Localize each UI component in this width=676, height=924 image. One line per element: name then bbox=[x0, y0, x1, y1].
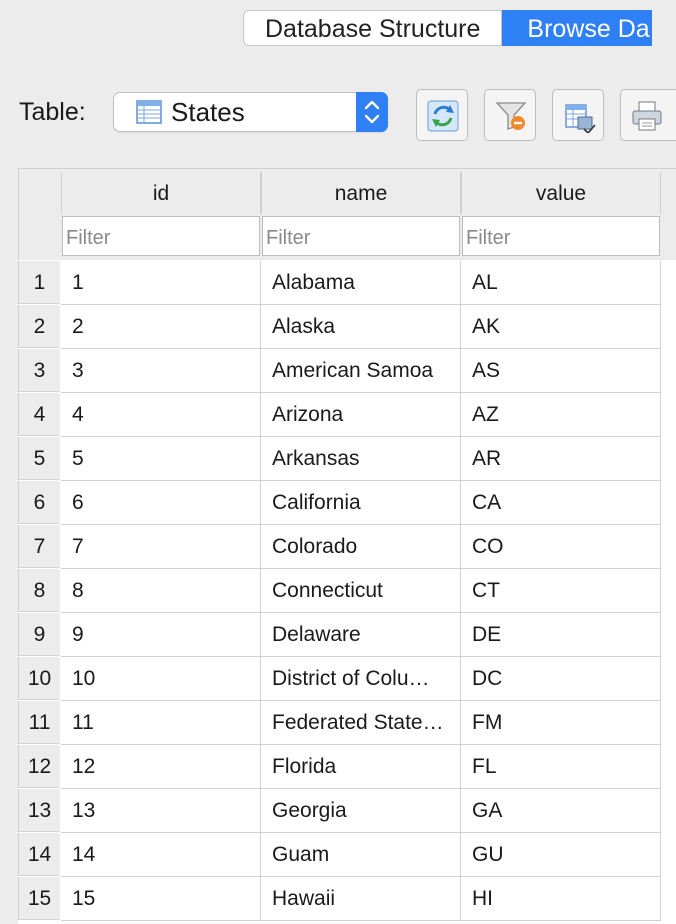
cell-name[interactable]: Colorado bbox=[261, 525, 461, 569]
cell-name[interactable]: California bbox=[261, 481, 461, 525]
clear-filters-button[interactable] bbox=[484, 89, 536, 141]
cell-id[interactable]: 9 bbox=[61, 613, 261, 657]
refresh-icon bbox=[427, 100, 459, 132]
cell-value[interactable]: HI bbox=[461, 877, 661, 921]
tab-database-structure[interactable]: Database Structure bbox=[243, 10, 503, 46]
cell-value[interactable]: CT bbox=[461, 569, 661, 613]
selected-table-name: States bbox=[171, 97, 245, 127]
row-number[interactable]: 13 bbox=[18, 789, 60, 832]
cell-value[interactable]: DE bbox=[461, 613, 661, 657]
cell-id[interactable]: 8 bbox=[61, 569, 261, 613]
table-select[interactable]: States bbox=[113, 92, 388, 132]
column-header-name[interactable]: name bbox=[261, 172, 461, 214]
data-grid: id name value Filter Filter Filter 1 1 Ala… bbox=[18, 168, 676, 924]
row-number[interactable]: 9 bbox=[18, 613, 60, 656]
column-header-id[interactable]: id bbox=[61, 172, 261, 214]
table-icon bbox=[136, 99, 162, 125]
cell-name[interactable]: Delaware bbox=[261, 613, 461, 657]
row-number[interactable]: 4 bbox=[18, 393, 60, 436]
cell-value[interactable]: AR bbox=[461, 437, 661, 481]
cell-id[interactable]: 3 bbox=[61, 349, 261, 393]
cell-value[interactable]: GA bbox=[461, 789, 661, 833]
cell-value[interactable]: CA bbox=[461, 481, 661, 525]
row-number[interactable]: 5 bbox=[18, 437, 60, 480]
cell-name[interactable]: Guam bbox=[261, 833, 461, 877]
row-number[interactable]: 3 bbox=[18, 349, 60, 392]
cell-value[interactable]: AK bbox=[461, 305, 661, 349]
tab-bar: Database Structure Browse Da bbox=[243, 10, 653, 48]
grid-corner bbox=[18, 168, 60, 260]
column-header-value[interactable]: value bbox=[461, 172, 661, 214]
cell-value[interactable]: GU bbox=[461, 833, 661, 877]
cell-name[interactable]: Alaska bbox=[261, 305, 461, 349]
row-number[interactable]: 12 bbox=[18, 745, 60, 788]
cell-id[interactable]: 4 bbox=[61, 393, 261, 437]
row-number[interactable]: 11 bbox=[18, 701, 60, 744]
cell-name[interactable]: Georgia bbox=[261, 789, 461, 833]
row-number[interactable]: 8 bbox=[18, 569, 60, 612]
filter-input-value[interactable]: Filter bbox=[462, 216, 660, 256]
row-number[interactable]: 1 bbox=[18, 261, 60, 304]
cell-id[interactable]: 14 bbox=[61, 833, 261, 877]
cell-name[interactable]: Arkansas bbox=[261, 437, 461, 481]
cell-name[interactable]: District of Colu… bbox=[261, 657, 461, 701]
table-label: Table: bbox=[19, 98, 86, 126]
print-button[interactable] bbox=[620, 89, 676, 141]
cell-id[interactable]: 12 bbox=[61, 745, 261, 789]
cell-value[interactable]: FL bbox=[461, 745, 661, 789]
cell-value[interactable]: AL bbox=[461, 261, 661, 305]
cell-value[interactable]: FM bbox=[461, 701, 661, 745]
cell-id[interactable]: 2 bbox=[61, 305, 261, 349]
cell-id[interactable]: 13 bbox=[61, 789, 261, 833]
filter-input-id[interactable]: Filter bbox=[62, 216, 260, 256]
cell-id[interactable]: 1 bbox=[61, 261, 261, 305]
cell-name[interactable]: Alabama bbox=[261, 261, 461, 305]
cell-id[interactable]: 5 bbox=[61, 437, 261, 481]
cell-value[interactable]: AZ bbox=[461, 393, 661, 437]
row-number[interactable]: 15 bbox=[18, 877, 60, 920]
cell-id[interactable]: 15 bbox=[61, 877, 261, 921]
tab-browse-data[interactable]: Browse Da bbox=[502, 10, 653, 46]
cell-name[interactable]: Arizona bbox=[261, 393, 461, 437]
chevron-up-down-icon[interactable] bbox=[356, 92, 388, 132]
cell-value[interactable]: AS bbox=[461, 349, 661, 393]
refresh-button[interactable] bbox=[416, 89, 468, 141]
row-number[interactable]: 7 bbox=[18, 525, 60, 568]
cell-name[interactable]: American Samoa bbox=[261, 349, 461, 393]
print-icon bbox=[632, 101, 662, 131]
cell-id[interactable]: 10 bbox=[61, 657, 261, 701]
cell-value[interactable]: DC bbox=[461, 657, 661, 701]
row-number[interactable]: 14 bbox=[18, 833, 60, 876]
cell-value[interactable]: CO bbox=[461, 525, 661, 569]
cell-id[interactable]: 11 bbox=[61, 701, 261, 745]
cell-id[interactable]: 7 bbox=[61, 525, 261, 569]
cell-name[interactable]: Hawaii bbox=[261, 877, 461, 921]
row-number[interactable]: 2 bbox=[18, 305, 60, 348]
row-number[interactable]: 6 bbox=[18, 481, 60, 524]
row-number[interactable]: 10 bbox=[18, 657, 60, 700]
cell-id[interactable]: 6 bbox=[61, 481, 261, 525]
save-table-icon bbox=[565, 104, 596, 133]
cell-name[interactable]: Connecticut bbox=[261, 569, 461, 613]
clear-filters-icon bbox=[495, 102, 527, 130]
save-table-button[interactable] bbox=[552, 89, 604, 141]
cell-name[interactable]: Florida bbox=[261, 745, 461, 789]
cell-name[interactable]: Federated State… bbox=[261, 701, 461, 745]
filter-input-name[interactable]: Filter bbox=[262, 216, 460, 256]
